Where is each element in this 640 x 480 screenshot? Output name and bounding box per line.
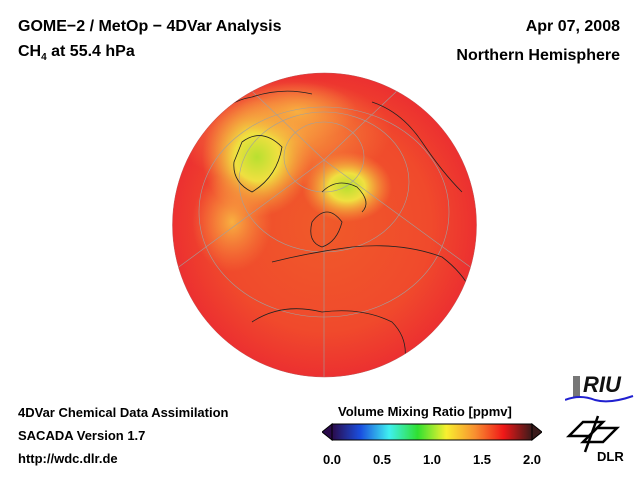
coastlines [201, 90, 473, 373]
colorbar-min-arrow [322, 423, 333, 441]
colorbar-title: Volume Mixing Ratio [ppmv] [338, 404, 512, 419]
date-label: Apr 07, 2008 [525, 18, 620, 35]
species-level: at 55.4 hPa [46, 43, 135, 60]
colorbar-tick: 2.0 [522, 452, 542, 467]
river-wave-icon [565, 395, 634, 403]
dlr-logo-text: DLR [597, 449, 624, 464]
colorbar-tick: 0.5 [372, 452, 392, 467]
colorbar-tick: 0.0 [322, 452, 342, 467]
colorbar [322, 423, 542, 441]
region-label: Northern Hemisphere [456, 47, 620, 64]
dlr-logo-icon [565, 415, 620, 453]
footer-line-2: SACADA Version 1.7 [18, 428, 146, 443]
colorbar-gradient [331, 423, 533, 441]
species-label: CH4 at 55.4 hPa [18, 43, 135, 63]
species-name: CH [18, 43, 42, 60]
footer-url[interactable]: http://wdc.dlr.de [18, 451, 118, 466]
colorbar-tick: 1.5 [472, 452, 492, 467]
cathedral-icon [573, 376, 580, 398]
footer-line-1: 4DVar Chemical Data Assimilation [18, 405, 229, 420]
species-subscript: 4 [41, 52, 47, 64]
riu-logo: RIU [565, 372, 635, 407]
globe-map [172, 72, 477, 378]
figure-title: GOME−2 / MetOp − 4DVar Analysis [18, 18, 282, 35]
riu-logo-text: RIU [583, 372, 621, 397]
colorbar-max-arrow [531, 423, 542, 441]
colorbar-tick: 1.0 [422, 452, 442, 467]
